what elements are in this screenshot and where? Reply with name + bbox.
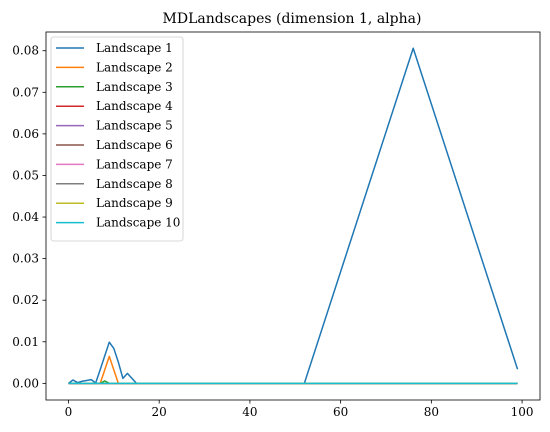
y-tick-label: 0.02 xyxy=(12,293,39,307)
x-tick-label: 20 xyxy=(152,405,167,419)
series-layer xyxy=(68,47,519,385)
plot-frame xyxy=(45,31,541,401)
y-tick-label: 0.01 xyxy=(12,335,39,349)
legend-label: Landscape 1 xyxy=(96,41,173,55)
legend-label: Landscape 3 xyxy=(96,80,173,94)
y-tick-label: 0.05 xyxy=(12,168,39,182)
chart-title: MDLandscapes (dimension 1, alpha) xyxy=(163,11,422,27)
x-tick-label: 40 xyxy=(242,405,257,419)
legend: Landscape 1 Landscape 2 Landscape 3 Landsca… xyxy=(50,36,184,242)
legend-label: Landscape 10 xyxy=(96,216,180,230)
x-tick-label: 100 xyxy=(511,405,534,419)
legend-label: Landscape 5 xyxy=(96,119,173,133)
legend-label: Landscape 8 xyxy=(96,177,173,191)
y-tick-label: 0.06 xyxy=(12,127,39,141)
legend-label: Landscape 6 xyxy=(96,138,173,152)
legend-box xyxy=(50,36,184,242)
x-tick-label: 80 xyxy=(424,405,439,419)
legend-label: Landscape 7 xyxy=(96,157,173,171)
x-tick-label: 60 xyxy=(333,405,348,419)
y-tick-label: 0.03 xyxy=(12,252,39,266)
legend-label: Landscape 9 xyxy=(96,196,173,210)
axes: 0 20 40 60 80 100 0.00 0.01 0.02 0.03 0.04 0.05 0.06… xyxy=(12,44,533,419)
y-tick-label: 0.04 xyxy=(12,210,39,224)
y-tick-label: 0.07 xyxy=(12,85,39,99)
y-tick-label: 0.08 xyxy=(12,44,39,58)
legend-label: Landscape 2 xyxy=(96,60,173,74)
x-tick-label: 0 xyxy=(65,405,73,419)
series-line-2 xyxy=(68,355,518,385)
legend-label: Landscape 4 xyxy=(96,99,173,113)
y-tick-label: 0.00 xyxy=(12,376,39,390)
